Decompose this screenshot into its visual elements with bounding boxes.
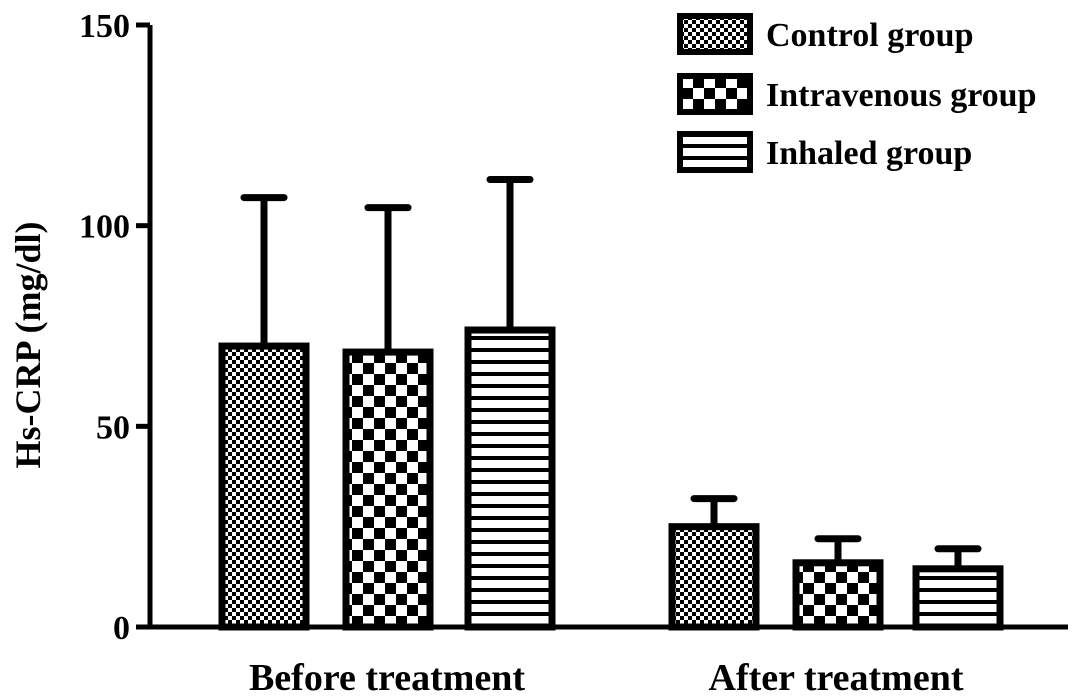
bar: [792, 559, 884, 631]
category-label: Before treatment: [249, 657, 525, 699]
legend-label: Control group: [766, 17, 974, 54]
legend-label: Inhaled group: [766, 135, 972, 172]
bar: [668, 523, 760, 631]
legend-label: Intravenous group: [766, 77, 1037, 114]
y-tick-label: 0: [113, 610, 130, 647]
bar: [218, 342, 310, 631]
bar: [464, 326, 556, 631]
legend-swatch: [677, 73, 753, 115]
category-labels: Before treatment After treatment: [249, 657, 964, 699]
chart-legend: Control group Intravenous group Inhaled gr…: [677, 13, 1037, 173]
category-label: After treatment: [709, 657, 964, 699]
y-tick-label: 50: [96, 409, 130, 446]
legend-swatch: [677, 13, 753, 55]
y-axis-title: Hs-CRP (mg/dl): [8, 222, 48, 469]
bars-layer: [218, 176, 1004, 631]
y-tick-label: 150: [79, 8, 130, 45]
bar: [912, 565, 1004, 631]
y-tick-label: 100: [79, 209, 130, 246]
legend-swatch: [677, 131, 753, 173]
bar: [342, 348, 434, 631]
